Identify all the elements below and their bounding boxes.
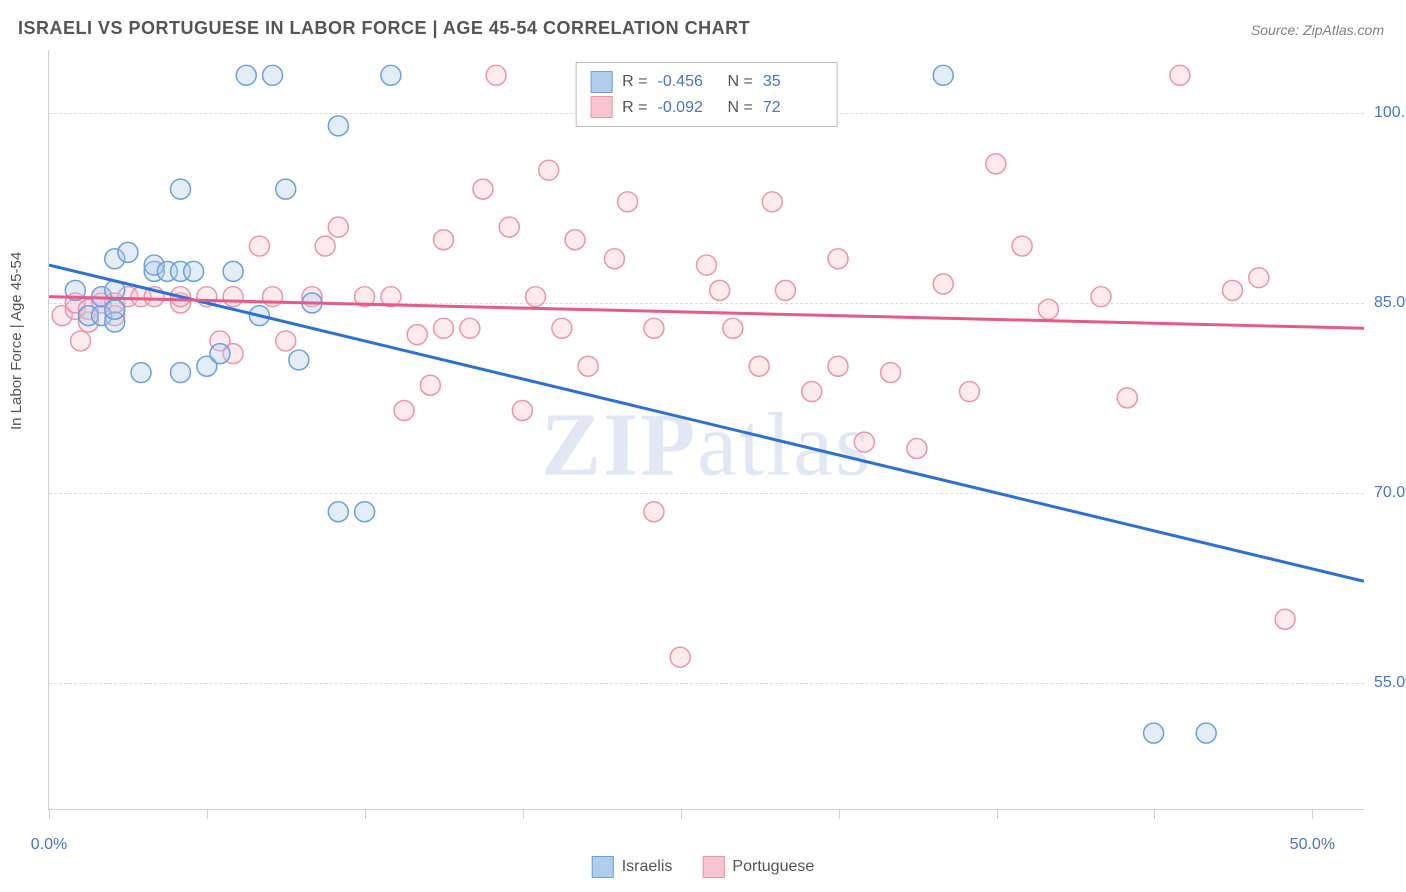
- legend-row: R = -0.092 N = 72: [590, 95, 823, 121]
- y-axis-title: In Labor Force | Age 45-54: [8, 252, 25, 430]
- source-attribution: Source: ZipAtlas.com: [1251, 22, 1384, 38]
- n-label: N =: [728, 95, 753, 121]
- legend-label: Portuguese: [732, 858, 814, 876]
- series-legend: Israelis Portuguese: [592, 856, 815, 878]
- x-tick-label: 50.0%: [1290, 836, 1335, 854]
- watermark-light: atlas: [697, 395, 872, 494]
- n-value: 35: [763, 69, 823, 95]
- chart-title: ISRAELI VS PORTUGUESE IN LABOR FORCE | A…: [18, 18, 750, 39]
- watermark-bold: ZIP: [541, 395, 697, 494]
- y-tick-label: 85.0%: [1374, 294, 1406, 312]
- legend-label: Israelis: [622, 858, 673, 876]
- y-tick-label: 100.0%: [1374, 104, 1406, 122]
- r-label: R =: [622, 69, 647, 95]
- y-tick-label: 55.0%: [1374, 674, 1406, 692]
- n-value: 72: [763, 95, 823, 121]
- watermark: ZIPatlas: [541, 393, 872, 496]
- r-label: R =: [622, 95, 647, 121]
- x-tick-label: 0.0%: [31, 836, 67, 854]
- legend-swatch: [702, 856, 724, 878]
- y-tick-label: 70.0%: [1374, 484, 1406, 502]
- legend-swatch: [590, 96, 612, 118]
- n-label: N =: [728, 69, 753, 95]
- legend-swatch: [590, 71, 612, 93]
- correlation-legend: R = -0.456 N = 35 R = -0.092 N = 72: [575, 62, 838, 127]
- scatter-svg: [49, 50, 1364, 809]
- legend-swatch: [592, 856, 614, 878]
- legend-item: Israelis: [592, 856, 673, 878]
- r-value: -0.456: [658, 69, 718, 95]
- r-value: -0.092: [658, 95, 718, 121]
- legend-item: Portuguese: [702, 856, 814, 878]
- plot-area: ZIPatlas 55.0%70.0%85.0%100.0% 0.0%50.0%…: [48, 50, 1364, 810]
- legend-row: R = -0.456 N = 35: [590, 69, 823, 95]
